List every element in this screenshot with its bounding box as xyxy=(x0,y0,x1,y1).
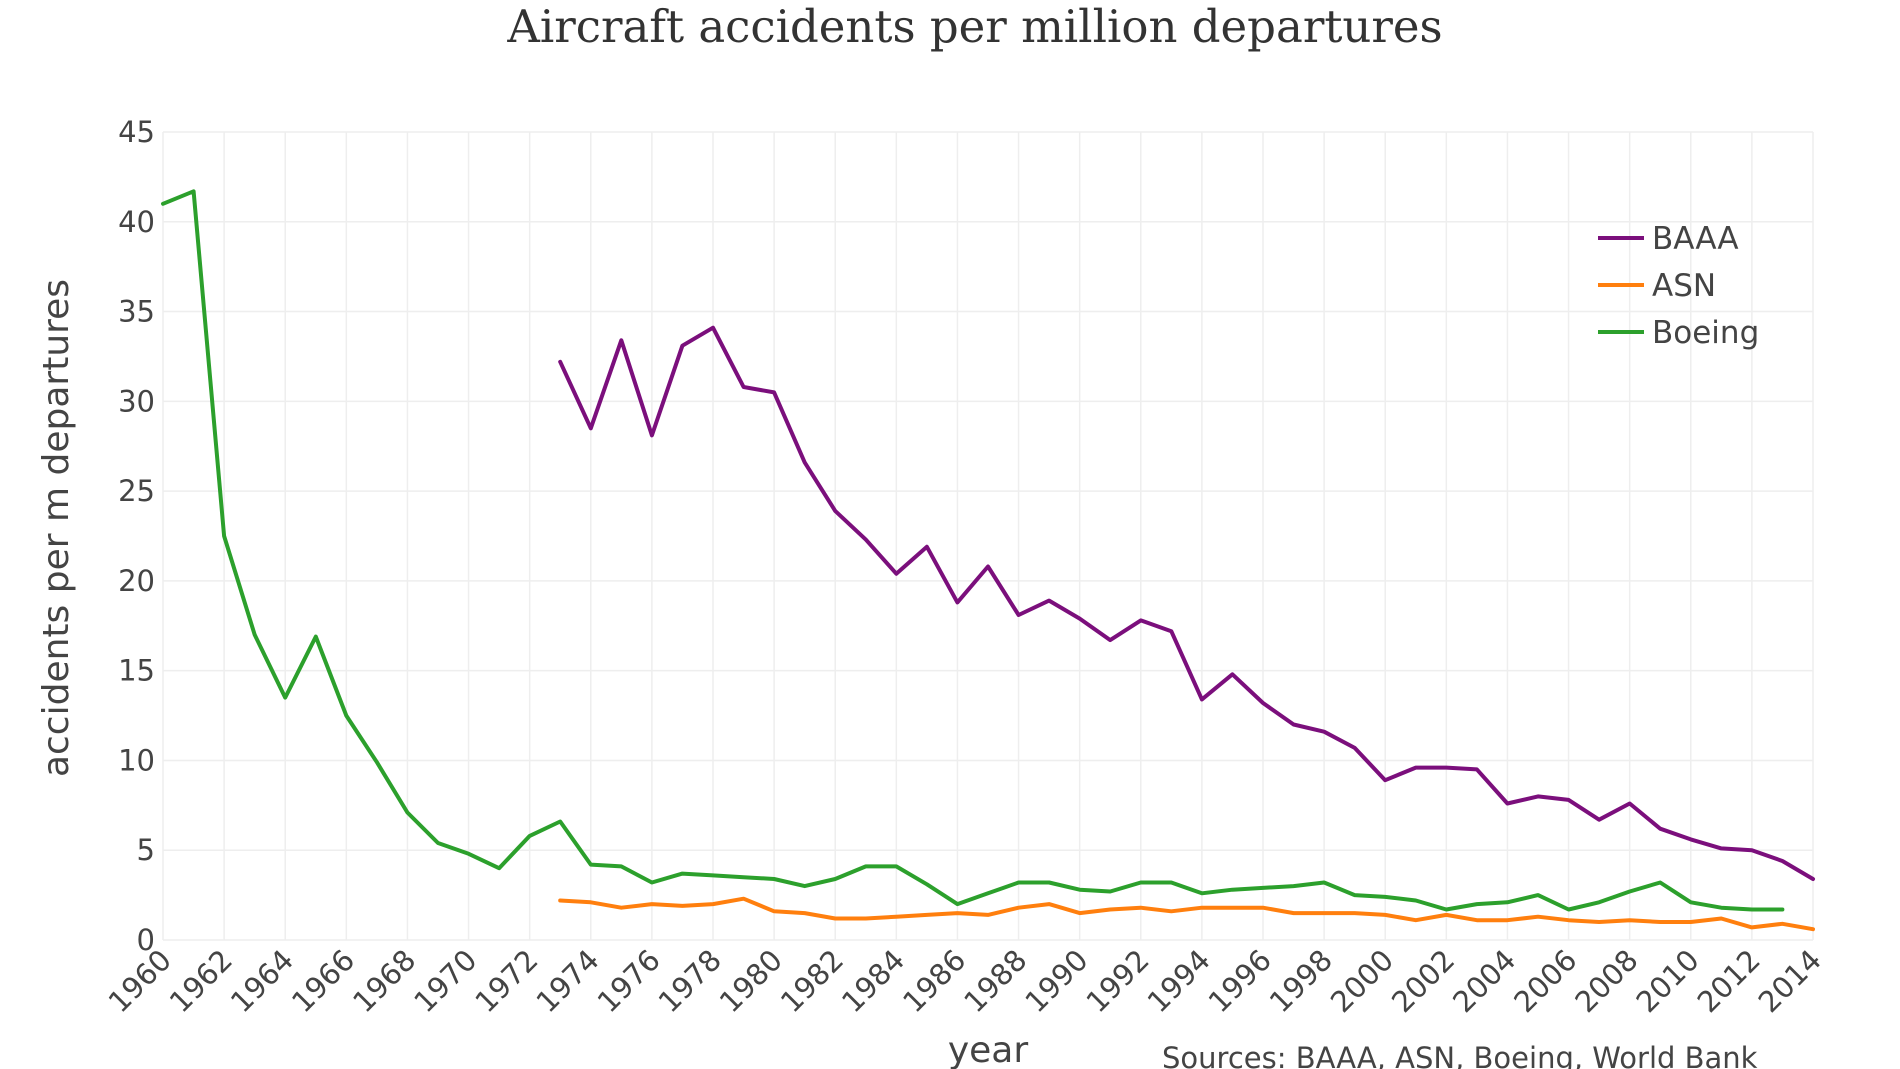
x-tick-label: 2000 xyxy=(1324,943,1400,1019)
x-tick-label: 2002 xyxy=(1385,943,1461,1019)
x-tick-label: 1982 xyxy=(774,943,850,1019)
y-tick-label: 40 xyxy=(118,205,155,239)
legend-label: ASN xyxy=(1652,268,1716,304)
x-tick-label: 1980 xyxy=(713,943,789,1019)
x-axis-title: year xyxy=(948,1030,1029,1069)
series-lines xyxy=(161,189,1815,932)
x-tick-label: 1970 xyxy=(407,943,483,1019)
y-tick-label: 0 xyxy=(137,923,155,957)
x-tick-label: 1990 xyxy=(1018,943,1094,1019)
x-tick-label: 1998 xyxy=(1263,943,1339,1019)
series-line-baaa xyxy=(558,325,1815,881)
x-tick-label: 1976 xyxy=(591,943,667,1019)
x-tick-label: 1972 xyxy=(468,943,544,1019)
x-tick-label: 2012 xyxy=(1691,943,1767,1019)
x-axis-ticks: 1960196219641966196819701972197419761978… xyxy=(102,943,1828,1019)
series-line-asn xyxy=(558,896,1815,932)
y-tick-label: 10 xyxy=(118,743,155,777)
legend-label: Boeing xyxy=(1652,315,1759,351)
x-tick-label: 2004 xyxy=(1446,943,1522,1019)
y-tick-label: 20 xyxy=(118,564,155,598)
x-tick-label: 1996 xyxy=(1202,943,1278,1019)
x-tick-label: 1988 xyxy=(957,943,1033,1019)
x-tick-label: 1992 xyxy=(1079,943,1155,1019)
legend: BAAA ASN Boeing xyxy=(1598,221,1759,351)
y-axis-ticks: 0 5 10 15 20 25 30 35 40 45 xyxy=(118,115,155,957)
x-tick-label: 1962 xyxy=(163,943,239,1019)
x-tick-label: 1994 xyxy=(1141,943,1217,1019)
y-tick-label: 35 xyxy=(118,295,155,329)
x-tick-label: 1974 xyxy=(529,943,605,1019)
source-note: Sources: BAAA, ASN, Boeing, World Bank xyxy=(1162,1041,1758,1069)
grid xyxy=(162,131,1814,941)
x-tick-label: 1978 xyxy=(652,943,728,1019)
legend-item-asn: ASN xyxy=(1598,268,1716,304)
x-tick-label: 1984 xyxy=(835,943,911,1019)
legend-label: BAAA xyxy=(1652,221,1739,257)
x-tick-label: 1966 xyxy=(285,943,361,1019)
x-tick-label: 1968 xyxy=(346,943,422,1019)
y-tick-label: 15 xyxy=(118,654,155,688)
x-tick-label: 2006 xyxy=(1507,943,1583,1019)
y-tick-label: 25 xyxy=(118,474,155,508)
x-tick-label: 1986 xyxy=(896,943,972,1019)
y-tick-label: 5 xyxy=(137,833,155,867)
legend-item-baaa: BAAA xyxy=(1598,221,1739,257)
x-tick-label: 2010 xyxy=(1629,943,1705,1019)
y-axis-title: accidents per m departures xyxy=(36,279,77,777)
y-tick-label: 45 xyxy=(118,115,155,149)
x-tick-label: 2008 xyxy=(1568,943,1644,1019)
series-line-boeing xyxy=(161,189,1785,912)
x-tick-label: 2014 xyxy=(1752,943,1828,1019)
legend-item-boeing: Boeing xyxy=(1598,315,1759,351)
chart-title: Aircraft accidents per million departure… xyxy=(506,0,1442,53)
x-tick-label: 1964 xyxy=(224,943,300,1019)
y-tick-label: 30 xyxy=(118,384,155,418)
